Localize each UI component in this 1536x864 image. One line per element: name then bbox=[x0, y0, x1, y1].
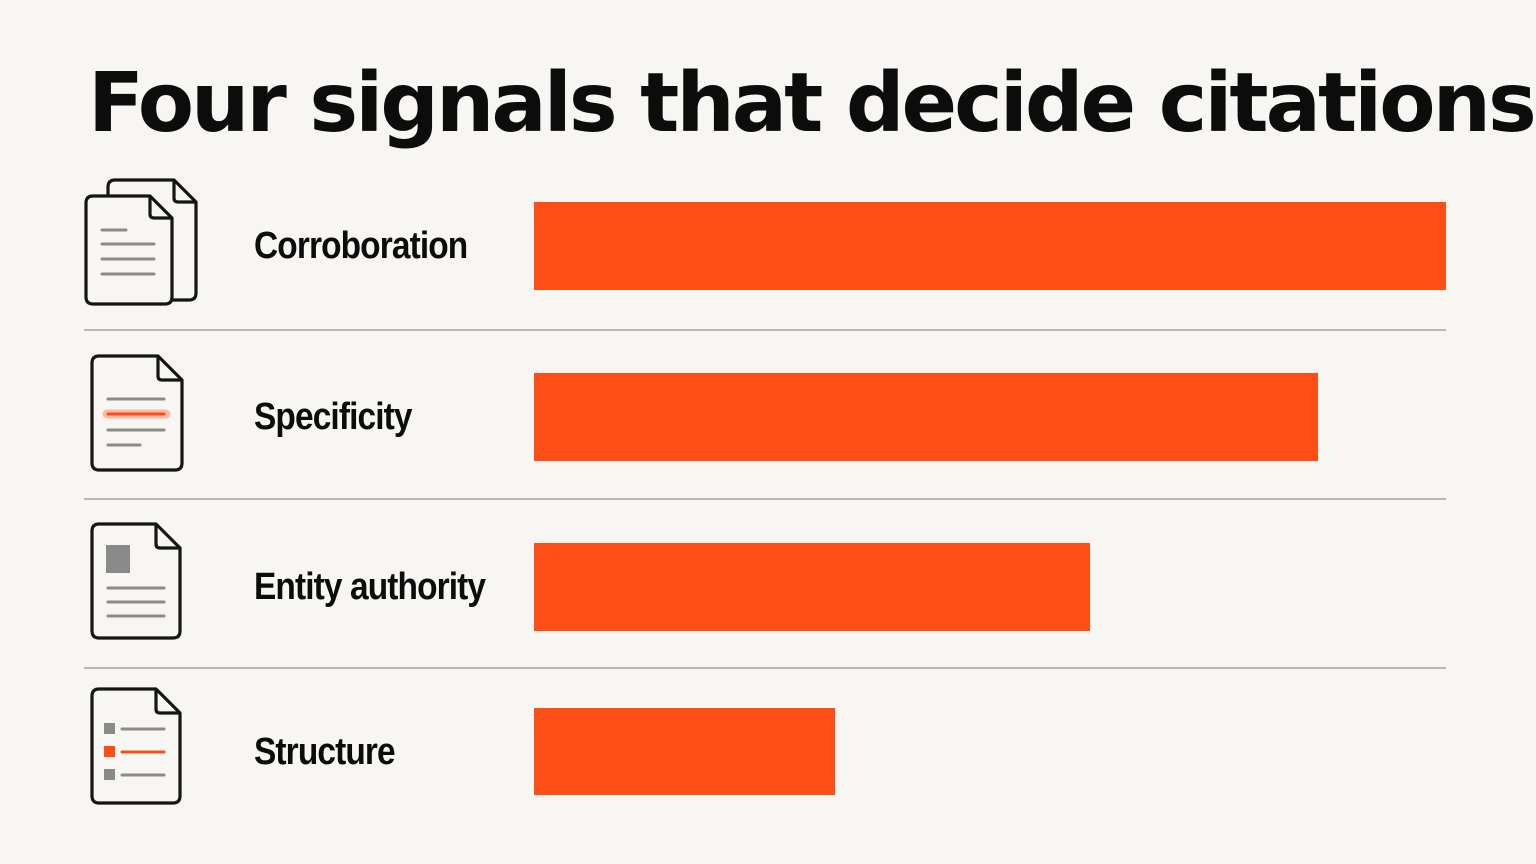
category-label-specificity: Specificity bbox=[254, 396, 412, 438]
bar-corroboration bbox=[534, 202, 1446, 290]
bar-structure bbox=[534, 708, 835, 795]
category-label-structure: Structure bbox=[254, 730, 396, 773]
highlighted-document-icon bbox=[84, 350, 204, 480]
bar-entity-authority bbox=[534, 543, 1090, 631]
checklist-document-icon bbox=[84, 683, 204, 813]
chart-title: Four signals that decide citations bbox=[88, 56, 1536, 151]
row-divider bbox=[84, 498, 1446, 500]
row-divider bbox=[84, 329, 1446, 331]
bar-specificity bbox=[534, 373, 1318, 461]
category-label-entity-authority: Entity authority bbox=[254, 566, 486, 608]
row-divider bbox=[84, 667, 1446, 669]
category-label-corroboration: Corroboration bbox=[254, 225, 468, 267]
profile-document-icon bbox=[84, 518, 204, 648]
stacked-documents-icon bbox=[80, 176, 200, 306]
